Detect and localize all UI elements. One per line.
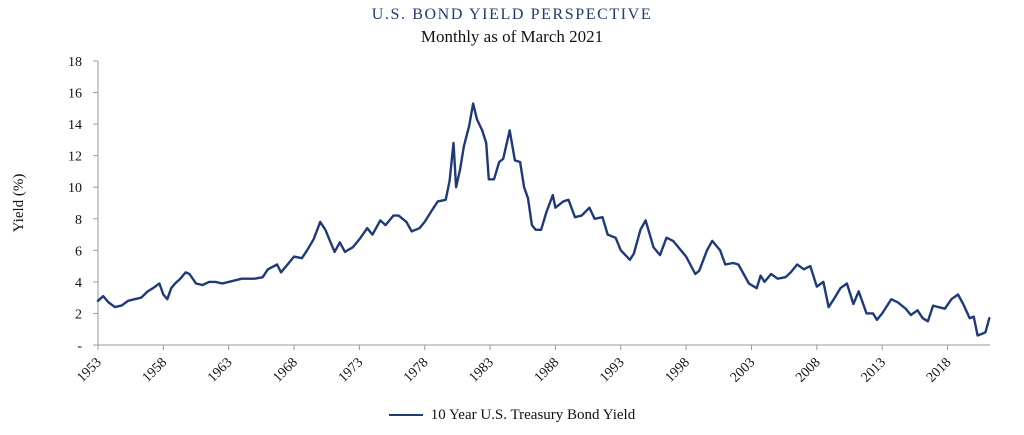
chart-title: U.S. BOND YIELD PERSPECTIVE xyxy=(371,6,653,23)
y-tick-label: 18 xyxy=(68,55,82,70)
chart-axes xyxy=(97,61,990,346)
x-tick-label: 1983 xyxy=(467,355,497,385)
x-tick-label: 1958 xyxy=(140,355,170,385)
x-tick-label: 2018 xyxy=(924,355,954,385)
y-tick-label: 6 xyxy=(75,244,82,259)
y-tick-label: 14 xyxy=(68,118,82,133)
y-axis-title: Yield (%) xyxy=(11,174,27,233)
x-tick-label: 1953 xyxy=(74,355,104,385)
legend-label: 10 Year U.S. Treasury Bond Yield xyxy=(430,407,636,423)
x-tick-label: 1988 xyxy=(532,355,562,385)
x-tick-label: 1973 xyxy=(336,355,366,385)
y-tick-label: 10 xyxy=(68,181,82,196)
x-tick-label: 1978 xyxy=(401,355,431,385)
y-tick-label: 2 xyxy=(75,307,82,322)
x-tick-label: 1968 xyxy=(270,355,300,385)
x-tick-label: 1993 xyxy=(597,355,627,385)
y-tick-label: 12 xyxy=(68,150,82,165)
y-tick-label: 16 xyxy=(68,87,82,102)
x-tick-label: 2003 xyxy=(728,355,758,385)
x-axis-ticks: 1953 1958 1963 1968 1973 1978 1983 1988 1993 1998… xyxy=(74,345,954,386)
y-tick-label: - xyxy=(77,339,82,354)
x-tick-label: 2013 xyxy=(859,355,889,385)
x-tick-label: 2008 xyxy=(793,355,823,385)
legend-swatch xyxy=(388,413,423,416)
chart-legend: 10 Year U.S. Treasury Bond Yield xyxy=(0,407,1024,424)
y-axis-ticks: - 2 4 6 8 10 12 14 16 18 xyxy=(68,55,98,354)
x-tick-label: 1963 xyxy=(205,355,235,385)
chart-subtitle: Monthly as of March 2021 xyxy=(420,27,604,46)
series-line-10y-treasury xyxy=(96,102,991,337)
y-tick-label: 4 xyxy=(75,276,82,291)
x-tick-label: 1998 xyxy=(663,355,693,385)
y-tick-label: 8 xyxy=(75,213,82,228)
